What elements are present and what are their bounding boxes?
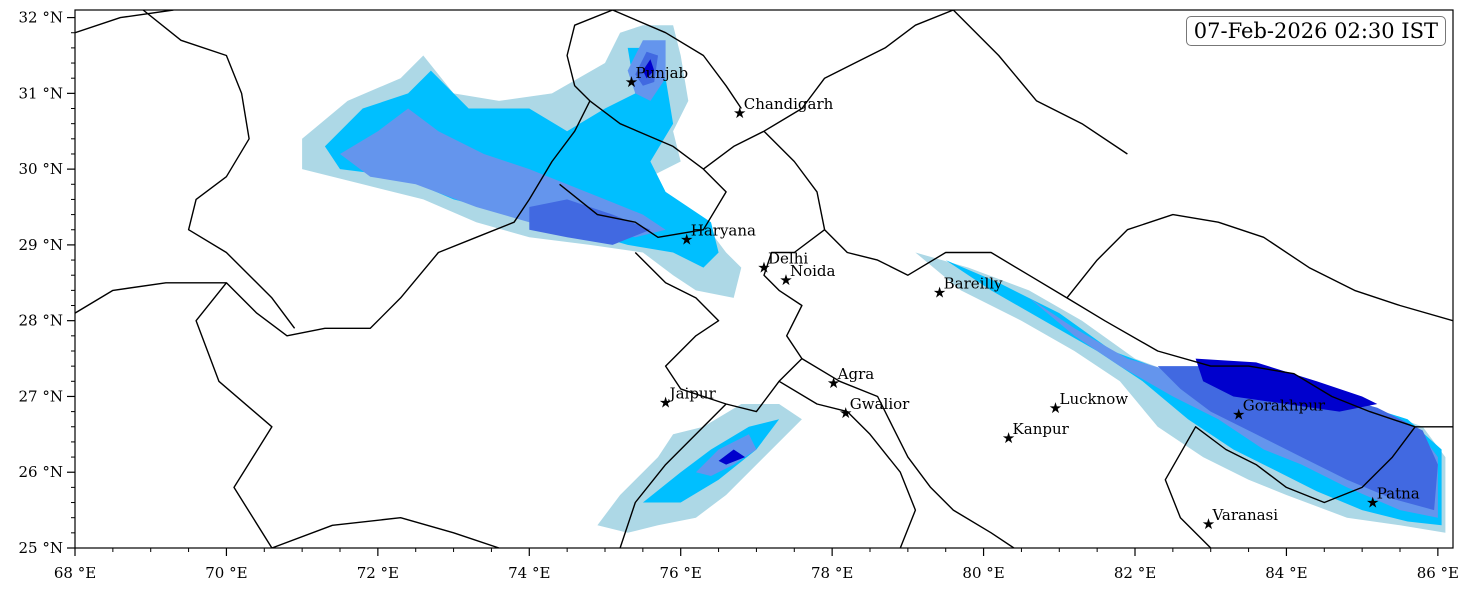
city-marker-punjab: ★ [625, 73, 638, 91]
city-marker-chandigarh: ★ [733, 104, 746, 122]
x-tick-label: 72 °E [357, 564, 399, 582]
city-label-noida: Noida [790, 262, 836, 280]
boundary-line [559, 100, 727, 239]
y-tick-label: 31 °N [19, 84, 63, 102]
boundary-line [801, 357, 1015, 548]
x-tick-label: 68 °E [54, 564, 96, 582]
boundary-line [1066, 213, 1453, 322]
city-marker-kanpur: ★ [1002, 429, 1015, 447]
city-label-lucknow: Lucknow [1060, 390, 1129, 408]
boundary-line [75, 10, 613, 337]
city-marker-jaipur: ★ [659, 394, 672, 412]
plot-frame [74, 9, 1454, 549]
boundary-line [271, 517, 500, 548]
boundary-line [612, 10, 742, 109]
city-label-chandigarh: Chandigarh [744, 95, 834, 113]
precip-contour-level-3 [695, 434, 757, 476]
y-tick-label: 30 °N [19, 160, 63, 178]
precip-contour-level-5 [718, 449, 746, 465]
city-marker-noida: ★ [779, 271, 792, 289]
city-label-patna: Patna [1377, 485, 1420, 503]
city-marker-patna: ★ [1366, 494, 1379, 512]
city-label-punjab: Punjab [636, 64, 689, 82]
city-label-bareilly: Bareilly [944, 275, 1003, 293]
city-marker-delhi: ★ [757, 259, 770, 277]
precip-contour-level-4 [1157, 366, 1438, 511]
axis-ticks: 68 °E 70 °E 72 °E 74 °E 76 °E 78 °E 80 °E 82 °E… [19, 9, 1459, 582]
x-tick-label: 84 °E [1265, 564, 1307, 582]
boundary-line [619, 403, 727, 548]
city-marker-gorakhpur: ★ [1232, 406, 1245, 424]
city-label-agra: Agra [837, 365, 875, 383]
y-tick-label: 32 °N [19, 9, 63, 27]
city-marker-bareilly: ★ [933, 284, 946, 302]
x-tick-label: 76 °E [660, 564, 702, 582]
x-tick-label: 78 °E [811, 564, 853, 582]
city-label-jaipur: Jaipur [668, 385, 717, 403]
x-tick-label: 86 °E [1417, 564, 1459, 582]
city-label-varanasi: Varanasi [1211, 506, 1278, 524]
boundary-line [702, 10, 954, 170]
city-marker-agra: ★ [827, 374, 840, 392]
precip-contour-level-5 [642, 59, 655, 79]
city-marker-lucknow: ★ [1049, 399, 1062, 417]
x-tick-label: 70 °E [205, 564, 247, 582]
city-label-gwalior: Gwalior [850, 395, 910, 413]
city-marker-varanasi: ★ [1202, 515, 1215, 533]
x-tick-label: 74 °E [508, 564, 550, 582]
boundary-line [952, 10, 1128, 155]
city-label-haryana: Haryana [691, 222, 756, 240]
precipitation-layer [302, 25, 1446, 533]
precip-contour-level-4 [529, 199, 651, 245]
boundary-line [1164, 426, 1416, 548]
city-label-delhi: Delhi [768, 250, 808, 268]
y-tick-label: 29 °N [19, 236, 63, 254]
boundary-line [778, 380, 917, 548]
boundary-line [195, 282, 273, 548]
city-marker-haryana: ★ [680, 231, 693, 249]
city-marker-layer: ★Punjab★Chandigarh★Haryana★Delhi★Noida★B… [625, 64, 1420, 533]
y-tick-label: 26 °N [19, 463, 63, 481]
city-label-gorakhpur: Gorakhpur [1243, 397, 1326, 415]
boundary-line [634, 229, 826, 413]
city-marker-gwalior: ★ [839, 404, 852, 422]
boundary-line [763, 130, 1453, 428]
x-tick-label: 80 °E [962, 564, 1004, 582]
x-tick-label: 82 °E [1114, 564, 1156, 582]
y-tick-label: 25 °N [19, 539, 63, 557]
y-tick-label: 28 °N [19, 312, 63, 330]
y-tick-label: 27 °N [19, 387, 63, 405]
city-label-kanpur: Kanpur [1013, 420, 1070, 438]
boundary-line [75, 10, 174, 34]
timestamp-label: 07-Feb-2026 02:30 IST [1185, 16, 1446, 46]
precip-contour-level-5 [1195, 358, 1378, 412]
boundary-layer [75, 10, 1453, 548]
boundary-line [142, 10, 296, 329]
precip-contour-level-3 [340, 108, 666, 238]
